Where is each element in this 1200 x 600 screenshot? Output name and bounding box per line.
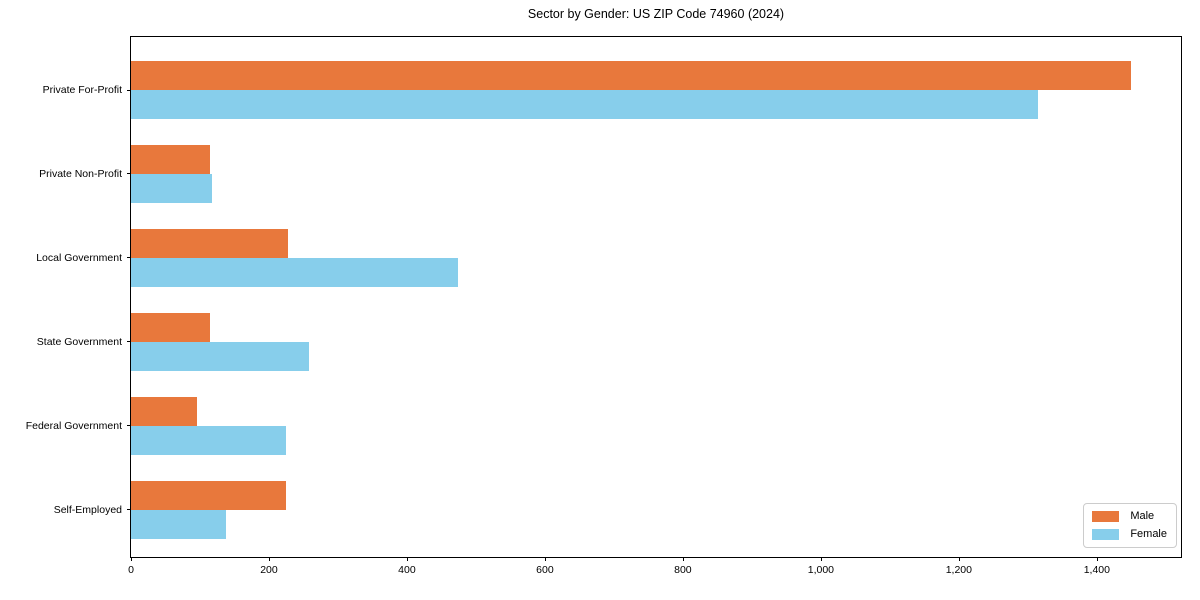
legend-swatch-female (1092, 529, 1120, 540)
x-tick-label: 200 (260, 564, 278, 576)
bar-female-3 (131, 257, 458, 287)
y-tick-mark (127, 509, 131, 510)
bar-male-1 (131, 61, 1132, 90)
y-tick-label: Self-Employed (53, 503, 122, 516)
bar-male-4 (131, 312, 211, 342)
legend-label-male: Male (1130, 510, 1155, 522)
x-tick-label: 800 (674, 564, 692, 576)
x-tick-label: 0 (128, 564, 134, 576)
plot-area: Male Female Private For-Profit Private No… (26, 36, 1182, 576)
y-tick-label: Private For-Profit (42, 84, 122, 96)
y-tick-mark (127, 425, 131, 427)
x-tick-mark (406, 557, 408, 561)
x-tick-label: 1,000 (807, 564, 835, 576)
bar-female-6 (131, 509, 227, 539)
x-tick-label: 1,200 (945, 564, 972, 576)
bar-female-4 (131, 341, 309, 371)
legend-item-female: Female (1092, 529, 1167, 540)
bar-male-2 (131, 144, 211, 174)
y-tick-label: Local Government (36, 251, 122, 264)
x-tick-mark (131, 557, 132, 561)
bar-female-2 (131, 173, 212, 203)
y-tick-label: Private Non-Profit (39, 167, 122, 180)
x-tick-mark (1096, 557, 1098, 561)
x-tick-label: 400 (398, 564, 416, 576)
legend-label-female: Female (1130, 528, 1167, 540)
bar-male-6 (131, 480, 287, 510)
x-tick-mark (544, 557, 546, 561)
x-tick-label: 600 (536, 564, 554, 576)
legend: Male Female (1083, 503, 1177, 548)
legend-item-male: Male (1092, 511, 1167, 522)
y-tick-mark (127, 257, 131, 259)
y-tick-mark (127, 173, 131, 175)
bar-male-3 (131, 228, 289, 258)
x-tick-mark (682, 557, 684, 561)
x-tick-label: 1,400 (1083, 564, 1110, 576)
y-tick-mark (127, 341, 131, 343)
x-tick-mark (958, 557, 960, 561)
legend-swatch-male (1092, 511, 1120, 522)
bar-male-5 (131, 396, 197, 426)
bar-female-1 (131, 90, 1039, 119)
bar-female-5 (131, 425, 287, 455)
chart-title: Sector by Gender: US ZIP Code 74960 (202… (527, 7, 785, 21)
y-tick-label: Federal Government (25, 419, 122, 432)
y-tick-label: State Government (36, 335, 122, 348)
x-tick-mark (820, 557, 822, 561)
x-tick-mark (268, 557, 270, 561)
y-tick-mark (127, 89, 131, 91)
